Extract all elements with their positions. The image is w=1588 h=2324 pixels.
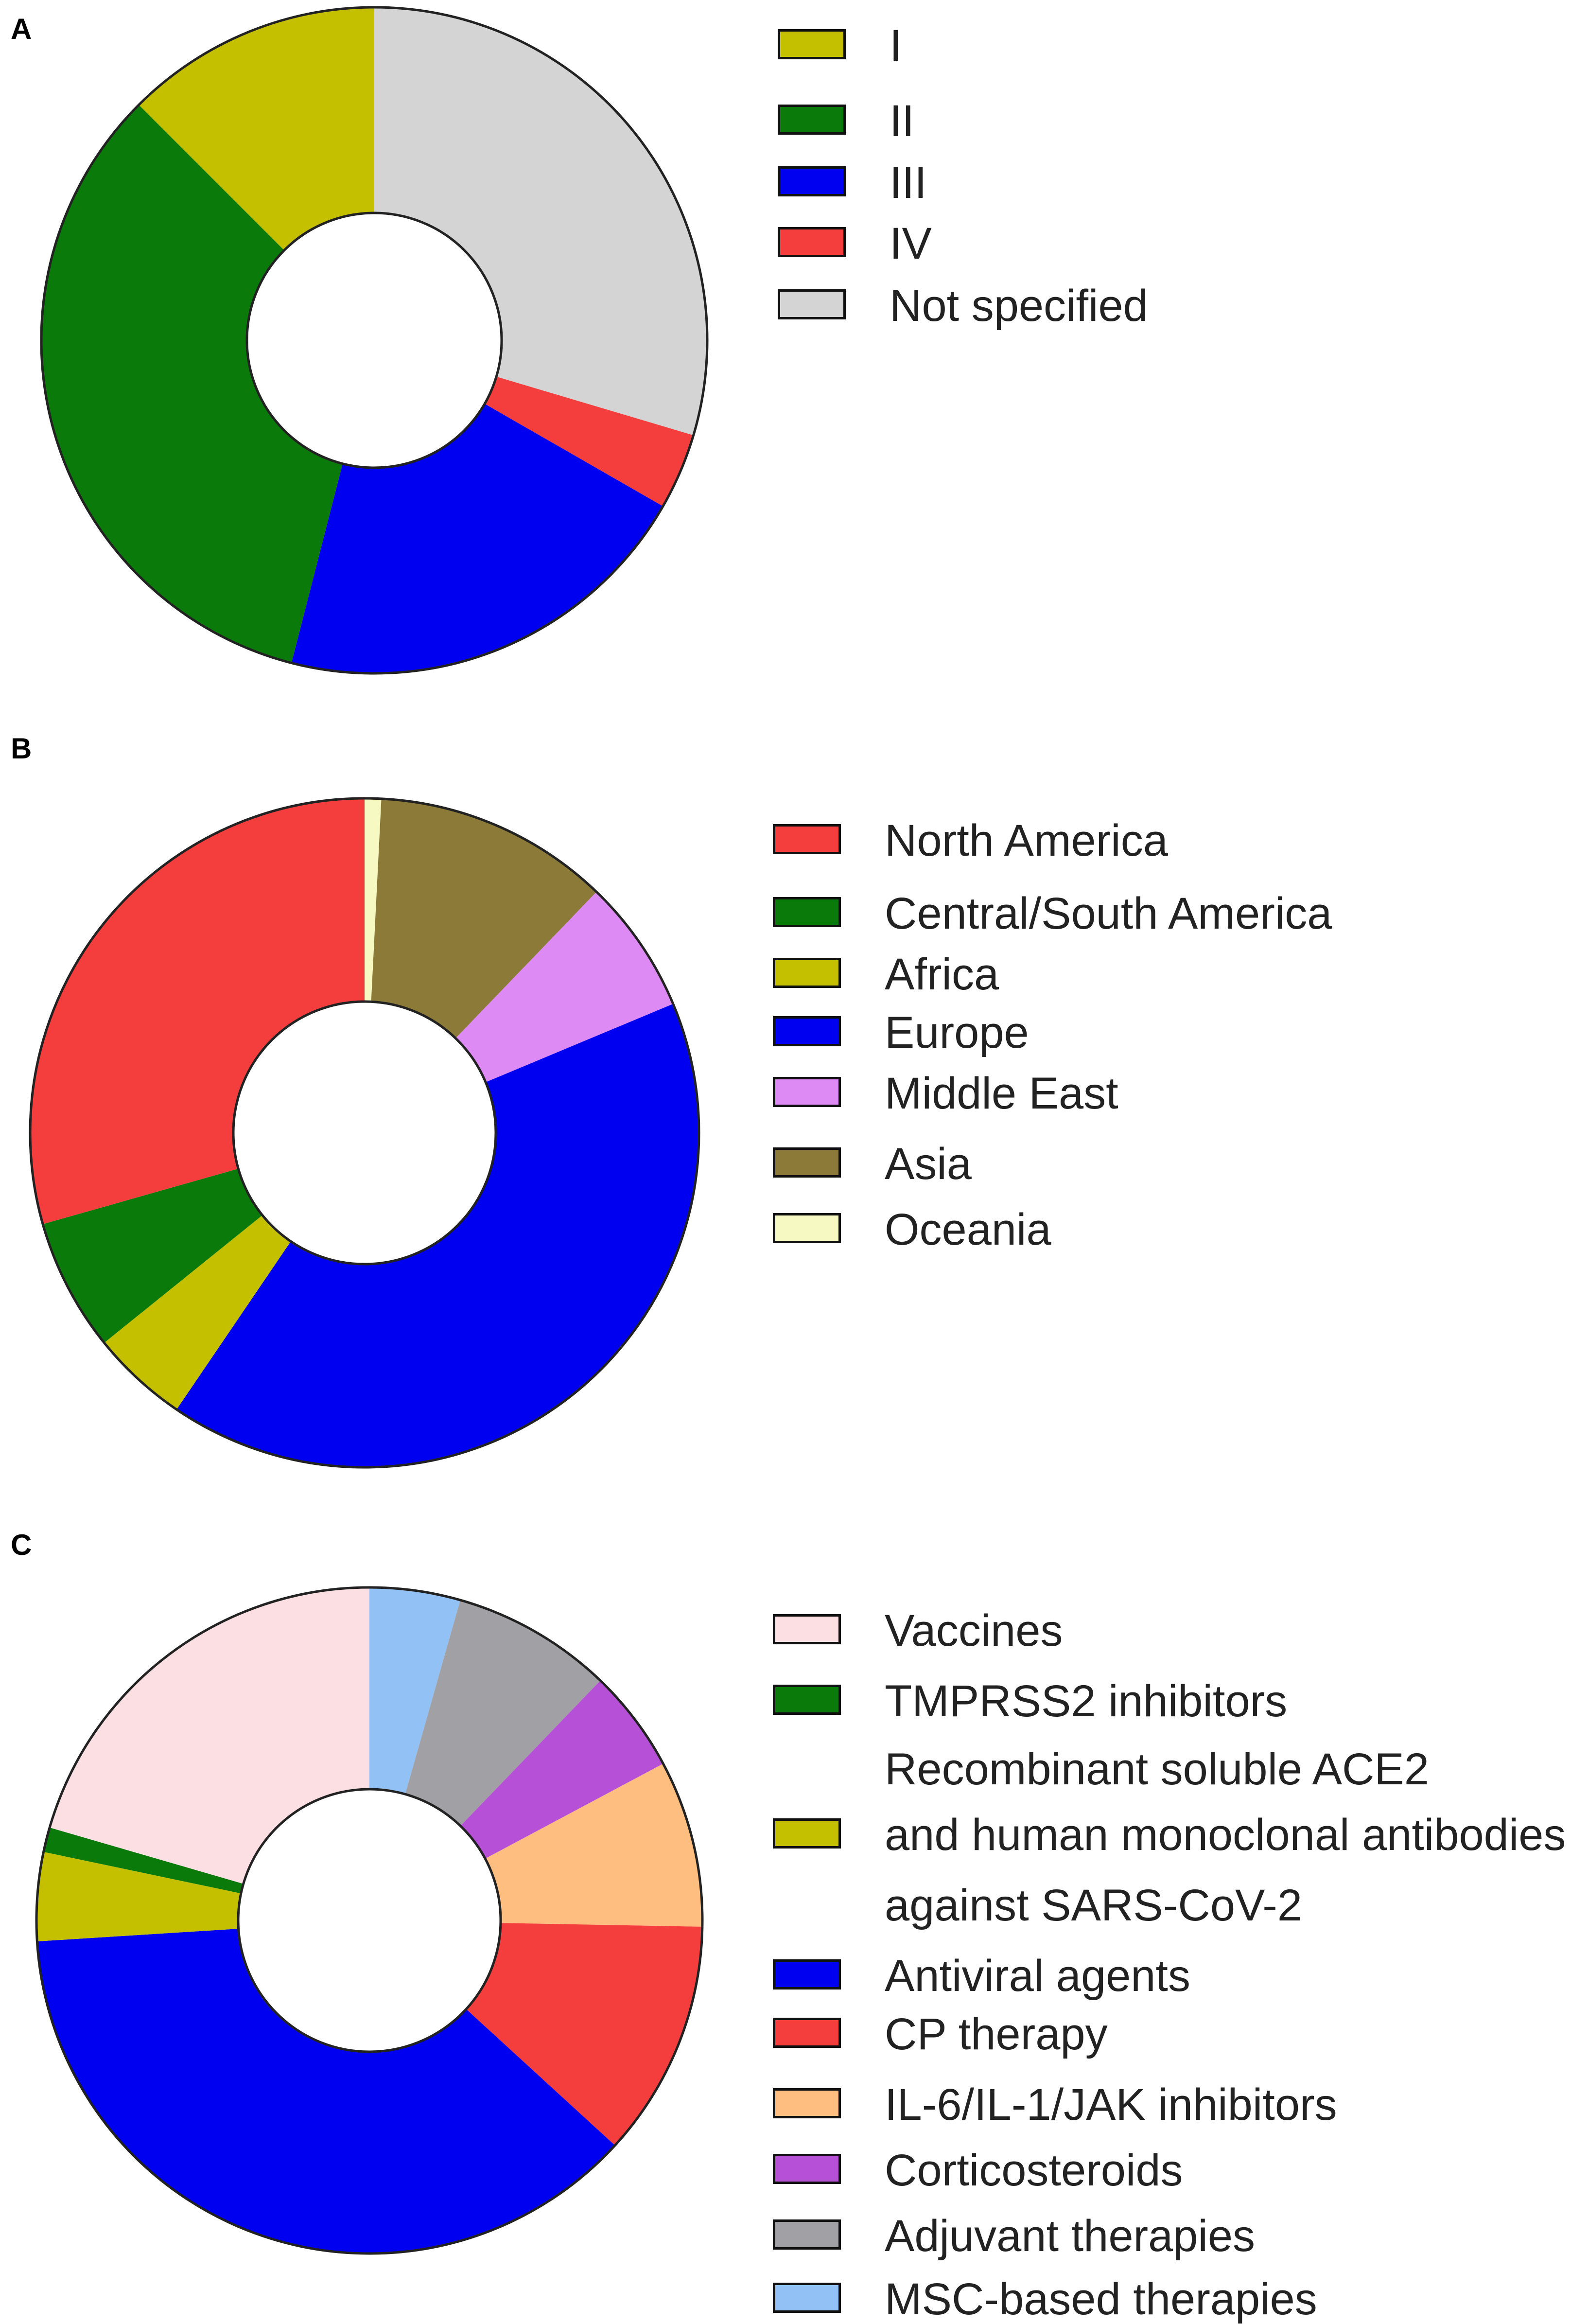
donut-slice-iii	[291, 404, 663, 673]
legend-swatch-corticosteroids	[773, 2154, 841, 2184]
donut-slice-tmprss2-inhibitors	[43, 1827, 244, 1894]
legend-label: Recombinant soluble ACE2	[885, 1744, 1429, 1794]
panel-label-a: A	[11, 13, 32, 45]
donut-outer-ring	[40, 6, 709, 675]
donut-slice-il-6-il-1-jak-inhibitors	[485, 1763, 702, 1927]
legend-swatch-tmprss2-inhibitors	[773, 1685, 841, 1715]
donut-chart-b	[29, 797, 700, 1469]
legend-swatch-not-specified	[778, 289, 846, 319]
donut-slice-middle-east	[455, 892, 673, 1082]
legend-swatch-asia	[773, 1147, 841, 1178]
legend-label: North America	[885, 816, 1168, 865]
donut-slice-corticosteroids	[460, 1680, 663, 1859]
donut-slice-africa	[104, 1215, 291, 1410]
legend-label: Corticosteroids	[885, 2146, 1183, 2195]
donut-slice-asia	[371, 798, 597, 1039]
legend-label: Oceania	[885, 1205, 1051, 1254]
donut-slice-i	[139, 7, 374, 250]
legend-swatch-iv	[778, 227, 846, 257]
legend-label: IL-6/IL-1/JAK inhibitors	[885, 2080, 1337, 2130]
legend-label: and human monoclonal antibodies	[885, 1810, 1566, 1860]
panel-label-b: B	[11, 732, 32, 765]
legend-swatch-oceania	[773, 1213, 841, 1243]
legend-label: Middle East	[885, 1069, 1118, 1118]
donut-slice-europe	[176, 1004, 699, 1467]
legend-swatch-adjuvant-therapies	[773, 2219, 841, 2250]
legend-label: Central/South America	[885, 889, 1332, 938]
donut-slice-oceania	[365, 798, 382, 1002]
legend-label: Africa	[885, 950, 999, 999]
donut-hole	[245, 211, 503, 469]
legend-swatch-middle-east	[773, 1077, 841, 1107]
donut-slice-ii	[41, 105, 343, 663]
donut-slice-central-south-america	[43, 1168, 262, 1343]
donut-slice-vaccines	[50, 1587, 369, 1884]
legend-swatch-north-america	[773, 824, 841, 854]
legend-swatch-il-6-il-1-jak-inhibitors	[773, 2088, 841, 2118]
legend-swatch-vaccines	[773, 1614, 841, 1644]
donut-slice-north-america	[30, 798, 365, 1224]
legend-swatch-cp-therapy	[773, 2018, 841, 2048]
legend-swatch-iii	[778, 166, 846, 196]
donut-slice-msc-based-therapies	[369, 1587, 460, 1795]
legend-swatch-antiviral-agents	[773, 1959, 841, 1989]
legend-swatch-msc-based-therapies	[773, 2283, 841, 2313]
donut-outer-ring	[29, 797, 700, 1469]
legend-label: III	[890, 158, 927, 208]
legend-label: IV	[890, 219, 932, 268]
donut-slice-antiviral-agents	[37, 1928, 615, 2254]
donut-slice-recombinant-soluble-ace2-and-human-monoclonal-antibodies-against-sars-cov-2	[36, 1851, 241, 1942]
legend-label: Adjuvant therapies	[885, 2211, 1256, 2261]
donut-outer-ring	[35, 1586, 704, 2255]
donut-slice-cp-therapy	[466, 1923, 702, 2146]
legend-swatch-ii	[778, 105, 846, 135]
donut-hole	[237, 1788, 502, 2053]
legend-label: I	[890, 21, 902, 70]
legend-swatch-africa	[773, 958, 841, 988]
legend-label: Antiviral agents	[885, 1951, 1190, 2001]
legend-swatch-central-south-america	[773, 897, 841, 927]
legend-label: Vaccines	[885, 1606, 1063, 1655]
legend-label: TMPRSS2 inhibitors	[885, 1676, 1288, 1726]
legend-swatch-i	[778, 29, 846, 59]
legend-label: CP therapy	[885, 2009, 1108, 2059]
legend-label: Not specified	[890, 281, 1148, 331]
legend-label: Asia	[885, 1139, 972, 1189]
legend-swatch-recombinant-soluble-ace2-and-human-monoclonal-antibodies-against-sars-cov-2	[773, 1818, 841, 1849]
donut-slice-not-specified	[374, 7, 707, 436]
legend-label: Europe	[885, 1008, 1029, 1057]
legend-label: II	[890, 96, 915, 146]
legend-label: MSC-based therapies	[885, 2274, 1317, 2324]
legend-swatch-europe	[773, 1016, 841, 1046]
legend-label: against SARS-CoV-2	[885, 1881, 1303, 1930]
donut-hole	[232, 1000, 497, 1266]
donut-slice-iv	[485, 376, 694, 507]
donut-chart-c	[35, 1586, 704, 2255]
donut-chart-a	[40, 6, 709, 675]
donut-slice-adjuvant-therapies	[405, 1600, 601, 1826]
panel-label-c: C	[11, 1529, 32, 1561]
